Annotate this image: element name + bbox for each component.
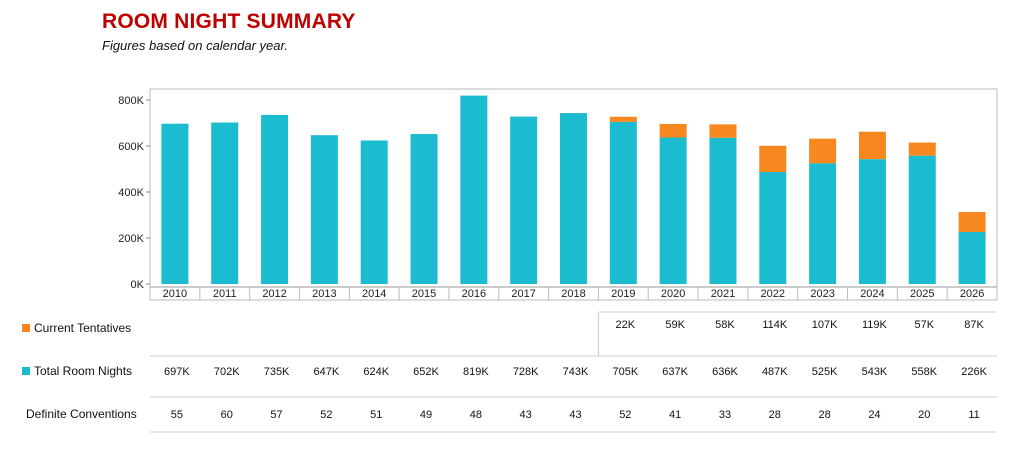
x-tick-label: 2015 xyxy=(412,288,436,300)
bar-current-tentatives xyxy=(908,142,936,156)
legend-label: Total Room Nights xyxy=(34,364,132,378)
bar-current-tentatives xyxy=(759,145,787,172)
data-label: 543K xyxy=(862,366,888,378)
data-label: 43 xyxy=(520,409,532,421)
x-tick-label: 2016 xyxy=(462,288,486,300)
y-tick-label: 200K xyxy=(118,233,144,245)
bar-current-tentatives xyxy=(958,212,986,233)
bar-total-room-nights xyxy=(360,140,388,284)
bar-current-tentatives xyxy=(858,131,886,160)
bar-current-tentatives xyxy=(809,138,837,164)
data-label: 41 xyxy=(669,409,681,421)
x-tick-label: 2026 xyxy=(960,288,984,300)
x-tick-label: 2021 xyxy=(711,288,735,300)
data-label: 728K xyxy=(513,366,539,378)
x-tick-label: 2025 xyxy=(910,288,934,300)
x-tick-label: 2012 xyxy=(262,288,286,300)
data-label: 11 xyxy=(968,409,979,421)
bar-total-room-nights xyxy=(759,171,787,284)
data-label: 57 xyxy=(270,409,282,421)
data-label: 702K xyxy=(214,366,240,378)
data-label: 52 xyxy=(619,409,631,421)
chart-subtitle: Figures based on calendar year. xyxy=(102,38,288,53)
data-label: 55 xyxy=(171,409,183,421)
data-label: 637K xyxy=(662,366,688,378)
data-label: 624K xyxy=(363,366,389,378)
x-tick-label: 2013 xyxy=(312,288,336,300)
x-tick-label: 2017 xyxy=(511,288,535,300)
data-label: 697K xyxy=(164,366,190,378)
data-label: 735K xyxy=(264,366,290,378)
x-tick-label: 2024 xyxy=(860,288,884,300)
data-label: 28 xyxy=(769,409,781,421)
data-label: 636K xyxy=(712,366,738,378)
bar-total-room-nights xyxy=(211,122,239,284)
data-label: 119K xyxy=(862,319,888,331)
data-label: 107K xyxy=(812,319,838,331)
data-label: 819K xyxy=(463,366,489,378)
data-label: 57K xyxy=(914,319,934,331)
bar-current-tentatives xyxy=(709,124,737,138)
bar-total-room-nights xyxy=(958,232,986,284)
data-label: 558K xyxy=(911,366,937,378)
legend-label: Definite Conventions xyxy=(26,407,137,421)
bar-total-room-nights xyxy=(261,114,289,284)
data-label: 705K xyxy=(612,366,638,378)
data-label: 22K xyxy=(616,319,636,331)
data-label: 52 xyxy=(320,409,332,421)
x-tick-label: 2020 xyxy=(661,288,685,300)
data-label: 114K xyxy=(762,319,788,331)
bar-total-room-nights xyxy=(460,95,488,284)
bar-total-room-nights xyxy=(908,155,936,284)
data-label: 48 xyxy=(470,409,482,421)
bar-total-room-nights xyxy=(809,163,837,284)
data-label: 743K xyxy=(563,366,589,378)
x-tick-label: 2011 xyxy=(213,288,237,300)
data-label: 87K xyxy=(964,319,984,331)
data-label: 28 xyxy=(818,409,830,421)
y-tick-label: 800K xyxy=(118,95,144,107)
data-label: 60 xyxy=(221,409,233,421)
bar-total-room-nights xyxy=(858,159,886,284)
bar-total-room-nights xyxy=(659,137,687,284)
bar-total-room-nights xyxy=(510,116,538,284)
data-label: 33 xyxy=(719,409,731,421)
x-tick-label: 2022 xyxy=(761,288,785,300)
x-tick-label: 2023 xyxy=(810,288,834,300)
bar-total-room-nights xyxy=(609,121,637,284)
legend-swatch xyxy=(22,367,30,375)
data-label: 58K xyxy=(715,319,735,331)
y-tick-label: 0K xyxy=(131,279,145,291)
bar-total-room-nights xyxy=(709,137,737,284)
data-label: 49 xyxy=(420,409,432,421)
bar-total-room-nights xyxy=(560,113,587,284)
data-label: 43 xyxy=(569,409,581,421)
legend-swatch xyxy=(22,324,30,332)
bar-current-tentatives xyxy=(609,116,637,122)
y-tick-label: 400K xyxy=(118,187,144,199)
chart-title: ROOM NIGHT SUMMARY xyxy=(102,10,356,33)
bar-total-room-nights xyxy=(161,123,189,284)
x-tick-label: 2019 xyxy=(611,288,635,300)
bar-total-room-nights xyxy=(410,134,438,284)
legend-label: Current Tentatives xyxy=(34,321,131,335)
y-tick-label: 600K xyxy=(118,141,144,153)
data-label: 24 xyxy=(868,409,880,421)
data-label: 226K xyxy=(961,366,987,378)
bar-current-tentatives xyxy=(659,123,687,138)
x-tick-label: 2018 xyxy=(561,288,585,300)
data-label: 59K xyxy=(665,319,685,331)
data-label: 652K xyxy=(413,366,439,378)
data-label: 487K xyxy=(762,366,788,378)
data-label: 647K xyxy=(314,366,340,378)
x-tick-label: 2014 xyxy=(362,288,386,300)
data-label: 525K xyxy=(812,366,838,378)
bar-total-room-nights xyxy=(310,135,338,284)
data-label: 20 xyxy=(918,409,930,421)
data-label: 51 xyxy=(370,409,382,421)
x-tick-label: 2010 xyxy=(163,288,187,300)
